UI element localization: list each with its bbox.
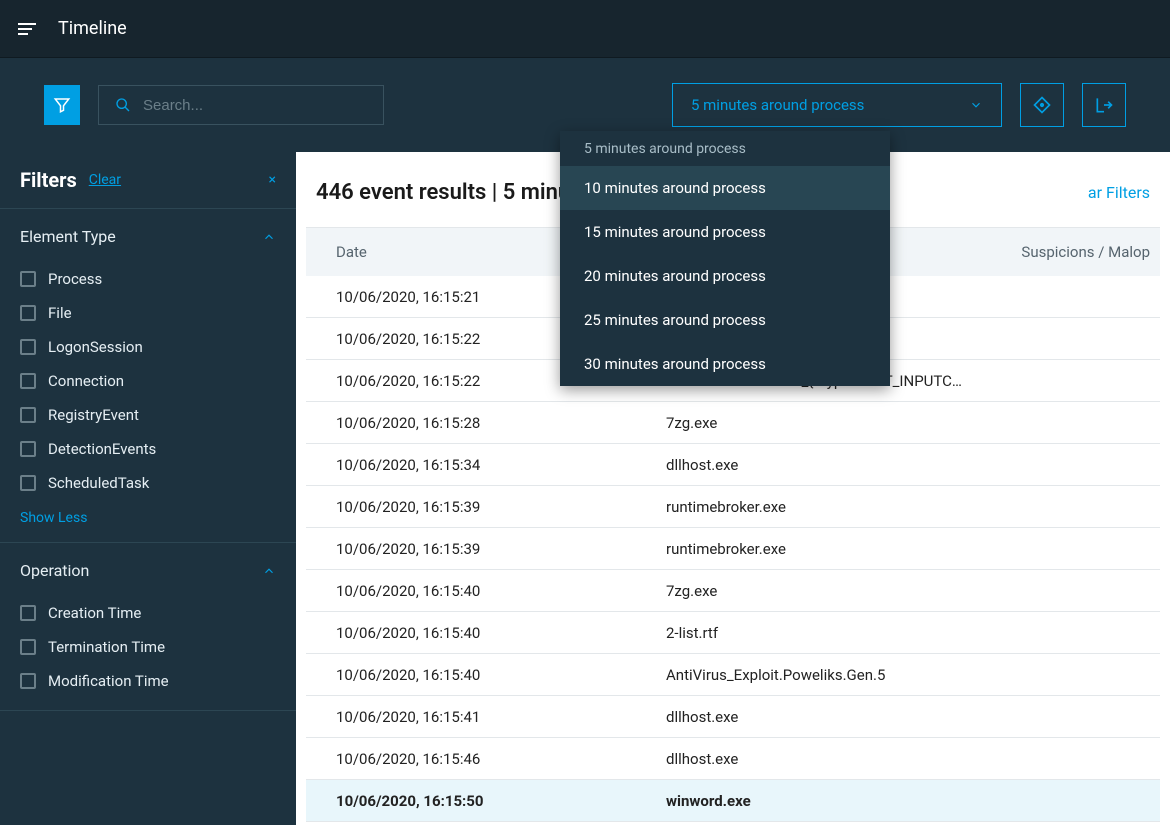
checkbox-icon[interactable] <box>20 605 36 621</box>
cell-desc: dllhost.exe <box>656 456 1020 474</box>
export-button[interactable] <box>1082 83 1126 127</box>
checkbox-icon[interactable] <box>20 639 36 655</box>
time-option[interactable]: 5 minutes around process <box>560 131 890 166</box>
filter-checkbox-row[interactable]: File <box>20 296 276 330</box>
filter-checkbox-row[interactable]: Termination Time <box>20 630 276 664</box>
cell-desc: 7zg.exe <box>656 414 1020 432</box>
cell-desc: winword.exe <box>656 792 1020 810</box>
filter-checkbox-row[interactable]: DetectionEvents <box>20 432 276 466</box>
cell-date: 10/06/2020, 16:15:50 <box>306 792 656 810</box>
filter-item-label: Process <box>48 270 102 288</box>
table-row[interactable]: 10/06/2020, 16:15:41dllhost.exe <box>306 696 1160 738</box>
filter-section-title[interactable]: Element Type <box>20 227 276 246</box>
cell-date: 10/06/2020, 16:15:40 <box>306 582 656 600</box>
table-row[interactable]: 10/06/2020, 16:15:407zg.exe <box>306 570 1160 612</box>
filter-item-label: ScheduledTask <box>48 474 149 492</box>
time-option[interactable]: 15 minutes around process <box>560 210 890 254</box>
filter-item-label: File <box>48 304 72 322</box>
cell-date: 10/06/2020, 16:15:39 <box>306 498 656 516</box>
crosshair-icon <box>1032 95 1052 115</box>
target-button[interactable] <box>1020 83 1064 127</box>
cell-desc: dllhost.exe <box>656 708 1020 726</box>
export-icon <box>1094 95 1114 115</box>
time-range-dropdown[interactable]: 5 minutes around process10 minutes aroun… <box>560 131 890 386</box>
filter-checkbox-row[interactable]: RegistryEvent <box>20 398 276 432</box>
table-row[interactable]: 10/06/2020, 16:15:34dllhost.exe <box>306 444 1160 486</box>
checkbox-icon[interactable] <box>20 441 36 457</box>
checkbox-icon[interactable] <box>20 673 36 689</box>
checkbox-icon[interactable] <box>20 475 36 491</box>
cell-date: 10/06/2020, 16:15:28 <box>306 414 656 432</box>
sidebar: Filters Clear × Element Type Process File L… <box>0 152 296 825</box>
show-less-link[interactable]: Show Less <box>20 500 276 530</box>
funnel-icon <box>53 96 71 114</box>
time-range-select[interactable]: 5 minutes around process <box>672 83 1002 127</box>
filter-item-label: Creation Time <box>48 604 141 622</box>
close-icon[interactable]: × <box>269 172 276 188</box>
cell-date: 10/06/2020, 16:15:46 <box>306 750 656 768</box>
filter-item-label: RegistryEvent <box>48 406 139 424</box>
cell-date: 10/06/2020, 16:15:39 <box>306 540 656 558</box>
table-row[interactable]: 10/06/2020, 16:15:50winword.exe <box>306 780 1160 822</box>
cell-date: 10/06/2020, 16:15:40 <box>306 624 656 642</box>
table-row[interactable]: 10/06/2020, 16:15:39runtimebroker.exe <box>306 486 1160 528</box>
filter-checkbox-row[interactable]: LogonSession <box>20 330 276 364</box>
cell-desc: runtimebroker.exe <box>656 540 1020 558</box>
chevron-up-icon <box>262 564 276 578</box>
cell-desc: 7zg.exe <box>656 582 1020 600</box>
filter-button[interactable] <box>44 85 80 125</box>
chevron-up-icon <box>262 230 276 244</box>
topbar: Timeline <box>0 0 1170 57</box>
filter-checkbox-row[interactable]: Connection <box>20 364 276 398</box>
cell-date: 10/06/2020, 16:15:41 <box>306 708 656 726</box>
cell-desc: runtimebroker.exe <box>656 498 1020 516</box>
filter-item-label: Connection <box>48 372 124 390</box>
search-input[interactable] <box>143 97 367 114</box>
clear-filters-link[interactable]: ar Filters <box>1088 183 1150 202</box>
time-option[interactable]: 30 minutes around process <box>560 342 890 386</box>
table-row[interactable]: 10/06/2020, 16:15:40AntiVirus_Exploit.Po… <box>306 654 1160 696</box>
filter-item-label: Termination Time <box>48 638 165 656</box>
table-row[interactable]: 10/06/2020, 16:15:287zg.exe <box>306 402 1160 444</box>
cell-date: 10/06/2020, 16:15:40 <box>306 666 656 684</box>
checkbox-icon[interactable] <box>20 305 36 321</box>
filter-checkbox-row[interactable]: Process <box>20 262 276 296</box>
time-option[interactable]: 10 minutes around process <box>560 166 890 210</box>
page-title: Timeline <box>58 18 127 39</box>
time-range-selected: 5 minutes around process <box>691 96 864 114</box>
table-row[interactable]: 10/06/2020, 16:15:39runtimebroker.exe <box>306 528 1160 570</box>
filter-checkbox-row[interactable]: ScheduledTask <box>20 466 276 500</box>
filter-checkbox-row[interactable]: Creation Time <box>20 596 276 630</box>
table-row[interactable]: 10/06/2020, 16:15:46dllhost.exe <box>306 738 1160 780</box>
cell-date: 10/06/2020, 16:15:34 <box>306 456 656 474</box>
filter-section: Operation Creation Time Termination Time Mo… <box>0 543 296 711</box>
filter-section: Element Type Process File LogonSession Conne… <box>0 209 296 543</box>
filter-item-label: DetectionEvents <box>48 440 156 458</box>
checkbox-icon[interactable] <box>20 407 36 423</box>
time-option[interactable]: 20 minutes around process <box>560 254 890 298</box>
time-option[interactable]: 25 minutes around process <box>560 298 890 342</box>
table-row[interactable]: 10/06/2020, 16:15:402-list.rtf <box>306 612 1160 654</box>
cell-desc: AntiVirus_Exploit.Poweliks.Gen.5 <box>656 666 1020 684</box>
cell-desc: dllhost.exe <box>656 750 1020 768</box>
chevron-down-icon <box>969 98 983 112</box>
filter-item-label: Modification Time <box>48 672 169 690</box>
col-susp-header[interactable]: Suspicions / Malop <box>1020 243 1160 261</box>
checkbox-icon[interactable] <box>20 373 36 389</box>
filter-item-label: LogonSession <box>48 338 143 356</box>
sidebar-header: Filters Clear × <box>0 152 296 209</box>
cell-desc: 2-list.rtf <box>656 624 1020 642</box>
clear-link[interactable]: Clear <box>89 172 121 188</box>
search-icon <box>115 96 131 114</box>
menu-icon[interactable] <box>18 23 36 35</box>
filter-section-title[interactable]: Operation <box>20 561 276 580</box>
checkbox-icon[interactable] <box>20 339 36 355</box>
results-text: 446 event results | 5 minutes <box>316 180 601 205</box>
filter-checkbox-row[interactable]: Modification Time <box>20 664 276 698</box>
filters-title: Filters <box>20 168 77 192</box>
search-input-container[interactable] <box>98 85 384 125</box>
checkbox-icon[interactable] <box>20 271 36 287</box>
